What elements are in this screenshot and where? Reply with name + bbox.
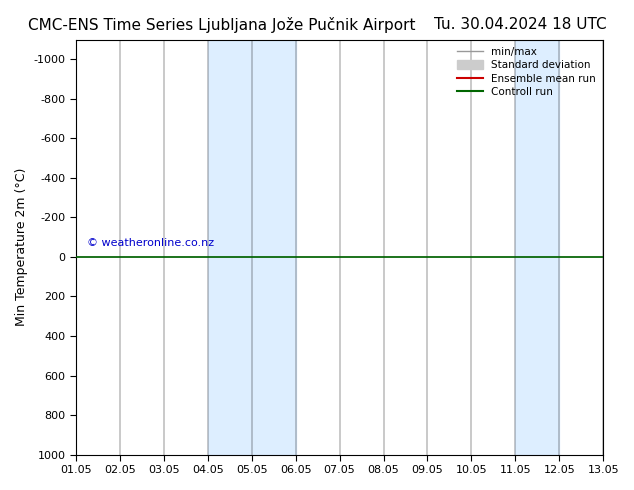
Y-axis label: Min Temperature 2m (°C): Min Temperature 2m (°C) [15, 168, 28, 326]
Text: Tu. 30.04.2024 18 UTC: Tu. 30.04.2024 18 UTC [434, 17, 606, 32]
Text: CMC-ENS Time Series Ljubljana Jože Pučnik Airport: CMC-ENS Time Series Ljubljana Jože Pučni… [28, 17, 416, 33]
Bar [515, 40, 559, 455]
Text: © weatheronline.co.nz: © weatheronline.co.nz [86, 238, 214, 248]
Legend: min/max, Standard deviation, Ensemble mean run, Controll run: min/max, Standard deviation, Ensemble me… [453, 43, 600, 101]
Bar [208, 40, 295, 455]
